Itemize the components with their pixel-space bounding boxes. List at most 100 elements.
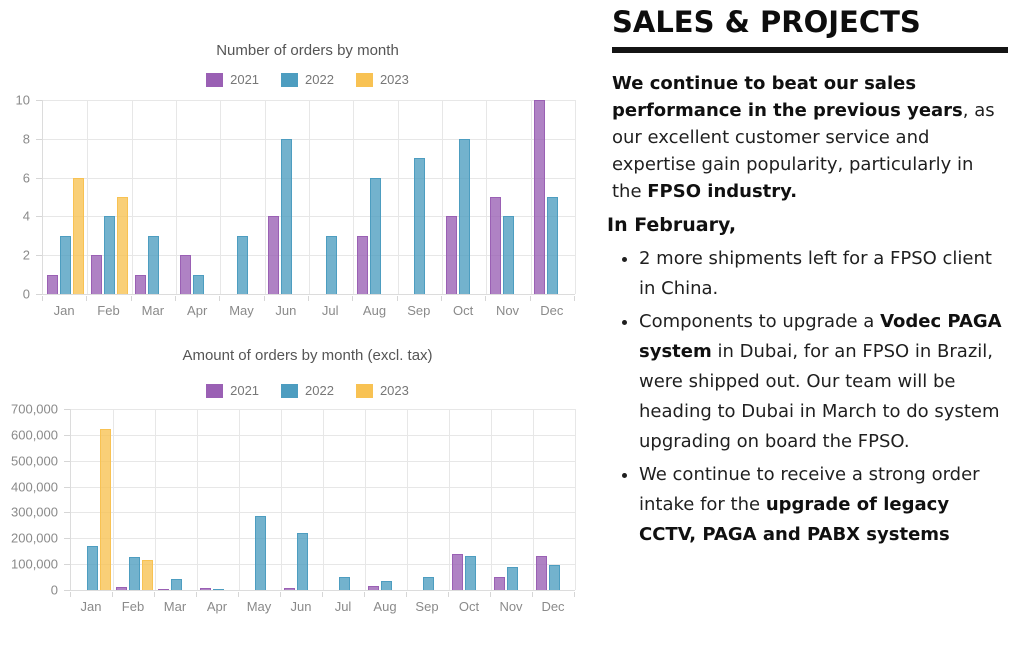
x-tick-mark xyxy=(441,296,442,301)
gridline xyxy=(323,409,324,590)
y-axis: 10 8 6 4 2 0 xyxy=(0,93,42,302)
y-tick-mark xyxy=(64,590,70,591)
gridline xyxy=(87,100,89,294)
bar-apr-2022 xyxy=(192,274,204,294)
y-tick-label: 200,000 xyxy=(11,530,58,546)
bar-mar-2021 xyxy=(135,274,147,294)
bar-jan-2023 xyxy=(72,177,84,294)
gridline xyxy=(239,409,240,590)
bar-oct-2021 xyxy=(445,216,457,294)
x-tick-mark xyxy=(263,296,265,301)
x-tick-mark xyxy=(308,296,309,301)
x-tick-label: Dec xyxy=(541,599,565,614)
x-tick-label: Dec xyxy=(540,303,564,318)
y-tick-label: 300,000 xyxy=(11,504,58,520)
gridline xyxy=(486,100,488,294)
body-text: in Dubai, for an FPSO in Brazil, were sh… xyxy=(639,341,1000,452)
y-tick-label: 8 xyxy=(22,131,30,147)
emphasis-text: upgrade of legacy CCTV, PAGA and PABX sy… xyxy=(639,494,950,545)
x-tick-mark xyxy=(352,296,354,301)
x-tick-mark xyxy=(490,592,491,597)
y-tick-mark xyxy=(36,216,42,218)
legend-item-2021: 2021 xyxy=(206,383,259,398)
bar-apr-2022 xyxy=(212,589,224,590)
x-tick-label: Oct xyxy=(458,599,480,614)
x-tick-label: Mar xyxy=(163,599,187,614)
title-underline xyxy=(612,47,1008,53)
x-tick-label: Aug xyxy=(362,303,387,318)
gridline xyxy=(176,100,177,294)
plot-area xyxy=(42,100,576,295)
bullet-item: Components to upgrade a Vodec PAGA syste… xyxy=(639,307,1008,457)
x-tick-mark xyxy=(574,296,575,301)
body-text: , as our excellent customer service and … xyxy=(612,100,995,202)
x-tick-label: Jul xyxy=(334,599,352,614)
x-tick-mark xyxy=(154,592,155,597)
body-text: We continue to receive a strong order in… xyxy=(639,464,980,515)
gridline xyxy=(397,100,399,294)
bar-sep-2022 xyxy=(422,576,434,590)
gridline xyxy=(220,100,222,294)
bar-feb-2022 xyxy=(128,557,140,590)
bullet-item: 2 more shipments left for a FPSO client … xyxy=(639,244,1008,304)
gridline xyxy=(491,409,492,590)
y-tick-mark xyxy=(36,177,42,179)
bar-may-2022 xyxy=(254,515,266,590)
y-tick-mark xyxy=(64,512,70,514)
y-tick-label: 2 xyxy=(22,247,30,263)
x-tick-mark xyxy=(196,592,197,597)
x-tick-mark xyxy=(322,592,323,597)
y-tick-label: 100,000 xyxy=(11,556,58,572)
x-tick-label: Jan xyxy=(53,303,75,318)
orders-count-chart: Number of orders by month 2021 2022 2023 1… xyxy=(0,42,600,342)
bar-nov-2021 xyxy=(493,576,505,590)
x-axis: Jan Feb Mar Apr May Jun Jul Aug Sep Oct Nov Dec xyxy=(42,296,575,320)
bar-dec-2022 xyxy=(547,197,559,294)
x-tick-mark xyxy=(396,296,398,301)
bar-may-2022 xyxy=(237,235,248,294)
gridline xyxy=(365,409,366,590)
plot-row: 700,000 600,000 500,000 400,000 300,000 200,0… xyxy=(0,402,576,598)
y-tick-mark xyxy=(64,486,70,488)
bar-jul-2022 xyxy=(338,576,350,590)
x-tick-label: Nov xyxy=(499,599,523,614)
x-tick-mark xyxy=(448,592,449,597)
bar-feb-2021 xyxy=(91,255,102,294)
x-tick-mark xyxy=(280,592,281,597)
bar-feb-2023 xyxy=(117,197,128,294)
y-tick-label: 700,000 xyxy=(11,401,58,417)
gridline xyxy=(575,100,576,294)
bar-sep-2022 xyxy=(414,158,426,294)
x-tick-label: Jun xyxy=(275,303,297,318)
legend-item-2022: 2022 xyxy=(281,72,334,87)
bar-jan-2022 xyxy=(59,235,71,294)
bar-jun-2022 xyxy=(296,532,308,590)
bar-jun-2022 xyxy=(281,138,293,294)
body-text: 2 more shipments left for a FPSO client … xyxy=(639,248,992,299)
y-tick-label: 600,000 xyxy=(11,427,58,443)
x-tick-mark xyxy=(42,296,43,301)
gridline xyxy=(264,100,266,294)
x-tick-label: Jul xyxy=(321,303,339,318)
x-tick-mark xyxy=(175,296,176,301)
gridline xyxy=(407,409,408,590)
bar-aug-2022 xyxy=(380,581,392,590)
bar-nov-2021 xyxy=(490,197,501,294)
legend-swatch xyxy=(206,72,224,87)
bar-jun-2021 xyxy=(268,216,280,294)
x-tick-mark xyxy=(532,592,533,597)
y-tick-mark xyxy=(64,564,70,566)
x-tick-label: Apr xyxy=(206,599,228,614)
x-tick-label: Apr xyxy=(187,303,208,318)
legend-item-2023: 2023 xyxy=(355,72,409,87)
bar-dec-2021 xyxy=(534,100,546,294)
x-tick-mark xyxy=(238,592,239,597)
plot-area xyxy=(70,409,576,591)
chart-title: Amount of orders by month (excl. tax) xyxy=(182,347,433,364)
bar-nov-2022 xyxy=(503,216,514,294)
gridline xyxy=(575,409,576,590)
bar-aug-2021 xyxy=(367,586,379,590)
bar-aug-2021 xyxy=(357,235,368,294)
legend-swatch xyxy=(355,383,373,398)
legend-swatch xyxy=(355,72,373,87)
